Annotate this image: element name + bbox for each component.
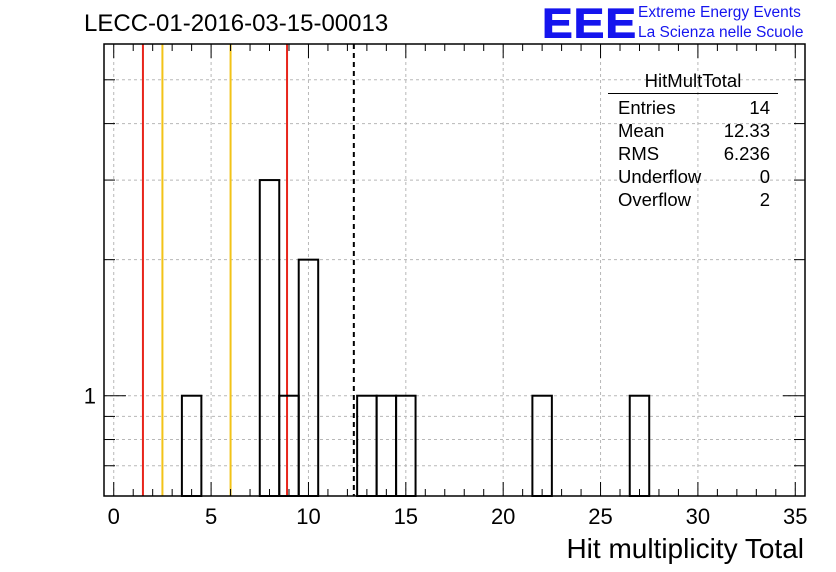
- x-tick-label: 10: [296, 504, 320, 529]
- stats-label: Overflow: [618, 189, 691, 210]
- histogram-bin: [628, 394, 651, 497]
- stats-row-rms: RMS 6.236: [608, 142, 778, 165]
- stats-value: 6.236: [723, 143, 770, 164]
- histogram-bars: [180, 179, 651, 497]
- x-tick-label: 35: [783, 504, 807, 529]
- marker-lines: [141, 44, 355, 496]
- stats-label: Entries: [618, 97, 676, 118]
- x-tick-label: 15: [394, 504, 418, 529]
- histogram-bin: [356, 394, 378, 497]
- stats-label: RMS: [618, 143, 660, 164]
- x-tick-label: 20: [491, 504, 515, 529]
- y-tick-label: 1: [84, 384, 96, 409]
- eee-logo: EEE Extreme Energy Events La Scienza nel…: [541, 0, 832, 47]
- x-tick-label: 0: [108, 504, 120, 529]
- stats-value: 14: [749, 97, 770, 118]
- stats-title: HitMultTotal: [608, 70, 778, 94]
- axis-ticks: [104, 44, 805, 497]
- histogram-bin: [531, 394, 553, 497]
- stats-label: Underflow: [618, 166, 702, 187]
- histogram-bin: [375, 394, 398, 497]
- stats-row-entries: Entries 14: [608, 96, 778, 119]
- stats-row-mean: Mean 12.33: [608, 119, 778, 142]
- x-axis-label: Hit multiplicity Total: [566, 533, 804, 564]
- tick-labels: 10 5 10 15 20 25 30 35: [84, 384, 808, 529]
- histogram-bin: [180, 394, 203, 497]
- stats-row-overflow: Overflow 2: [608, 188, 778, 211]
- logo-line-2: La Scienza nelle Scuole: [638, 24, 804, 41]
- stats-value: 2: [759, 189, 770, 210]
- stats-value: 0: [759, 166, 770, 187]
- stats-label: Mean: [618, 120, 665, 141]
- x-tick-label: 30: [686, 504, 710, 529]
- histogram-bin: [278, 394, 300, 497]
- eee-logo-mark: EEE: [541, 0, 638, 47]
- stats-value: 12.33: [723, 120, 770, 141]
- page-title: LECC-01-2016-03-15-00013: [84, 10, 389, 37]
- plot-frame: [103, 43, 806, 497]
- stats-box: HitMultTotal Entries 14 Mean 12.33 RMS 6…: [608, 70, 778, 211]
- x-tick-label: 5: [205, 504, 217, 529]
- x-tick-label: 25: [588, 504, 612, 529]
- logo-line-1: Extreme Energy Events: [638, 4, 801, 21]
- histogram-bin: [258, 179, 281, 497]
- stats-row-underflow: Underflow 0: [608, 165, 778, 188]
- grid-lines: [104, 44, 805, 497]
